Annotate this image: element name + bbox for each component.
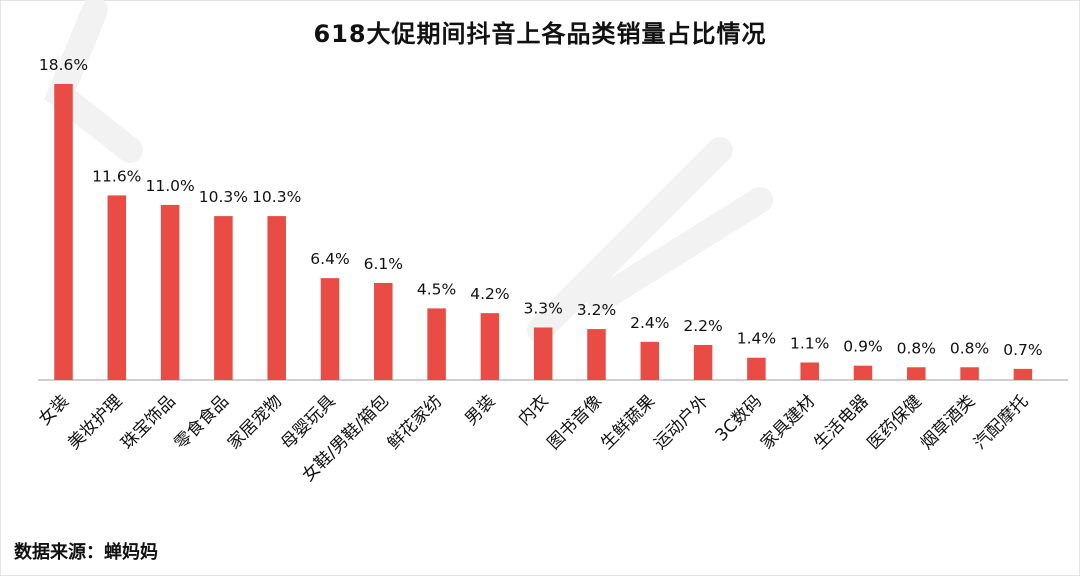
category-label: 家具建材 <box>757 391 819 453</box>
value-label: 2.2% <box>683 317 722 335</box>
category-label: 图书音像 <box>544 391 606 453</box>
category-label: 汽配摩托 <box>970 391 1032 453</box>
value-label: 4.2% <box>470 285 509 303</box>
bar <box>533 327 553 380</box>
category-label: 内衣 <box>515 391 553 429</box>
bar <box>267 216 286 380</box>
value-label: 6.1% <box>364 255 403 273</box>
value-label: 3.2% <box>577 301 616 319</box>
category-label: 美妆护理 <box>64 391 126 453</box>
category-label: 医药保健 <box>864 391 926 453</box>
value-label: 0.7% <box>1003 341 1042 359</box>
category-label: 烟草酒类 <box>917 391 979 453</box>
value-label: 2.4% <box>630 314 669 332</box>
bar <box>853 365 873 380</box>
category-label: 零食食品 <box>171 391 233 453</box>
chart-title: 618大促期间抖音上各品类销量占比情况 <box>313 20 767 48</box>
category-label: 男装 <box>461 391 499 429</box>
value-label: 11.0% <box>145 177 194 195</box>
bar <box>693 344 713 380</box>
bar <box>374 282 393 380</box>
value-label: 1.4% <box>737 330 776 348</box>
category-label: 家居宠物 <box>224 391 286 453</box>
value-label: 0.9% <box>843 338 882 356</box>
bar <box>907 367 926 380</box>
value-label: 11.6% <box>92 167 141 185</box>
value-label: 1.1% <box>790 334 829 352</box>
value-label: 6.4% <box>310 250 349 268</box>
source-label: 数据来源：蝉妈妈 <box>14 542 158 563</box>
category-label: 珠宝饰品 <box>117 391 179 453</box>
bar <box>587 329 606 380</box>
value-label: 18.6% <box>39 56 88 74</box>
bar <box>320 278 340 380</box>
category-label: 运动户外 <box>650 391 712 453</box>
bar <box>54 84 73 380</box>
bar <box>747 357 766 380</box>
bar <box>160 204 180 380</box>
bar <box>640 341 660 380</box>
bar <box>107 195 127 380</box>
category-label: 鲜花家纺 <box>384 391 446 453</box>
value-label: 4.5% <box>417 280 456 298</box>
bar <box>480 313 500 380</box>
category-label: 女装 <box>35 391 73 429</box>
value-label: 0.8% <box>950 339 989 357</box>
bar <box>1013 368 1033 380</box>
bar <box>214 216 233 380</box>
value-label: 0.8% <box>897 339 936 357</box>
value-label: 10.3% <box>252 188 301 206</box>
bar <box>960 367 979 380</box>
category-label: 生活电器 <box>810 391 872 453</box>
value-label: 10.3% <box>199 188 248 206</box>
category-label: 生鲜蔬果 <box>597 391 659 453</box>
bar <box>427 308 446 380</box>
bar <box>800 362 819 380</box>
value-label: 3.3% <box>524 299 563 317</box>
